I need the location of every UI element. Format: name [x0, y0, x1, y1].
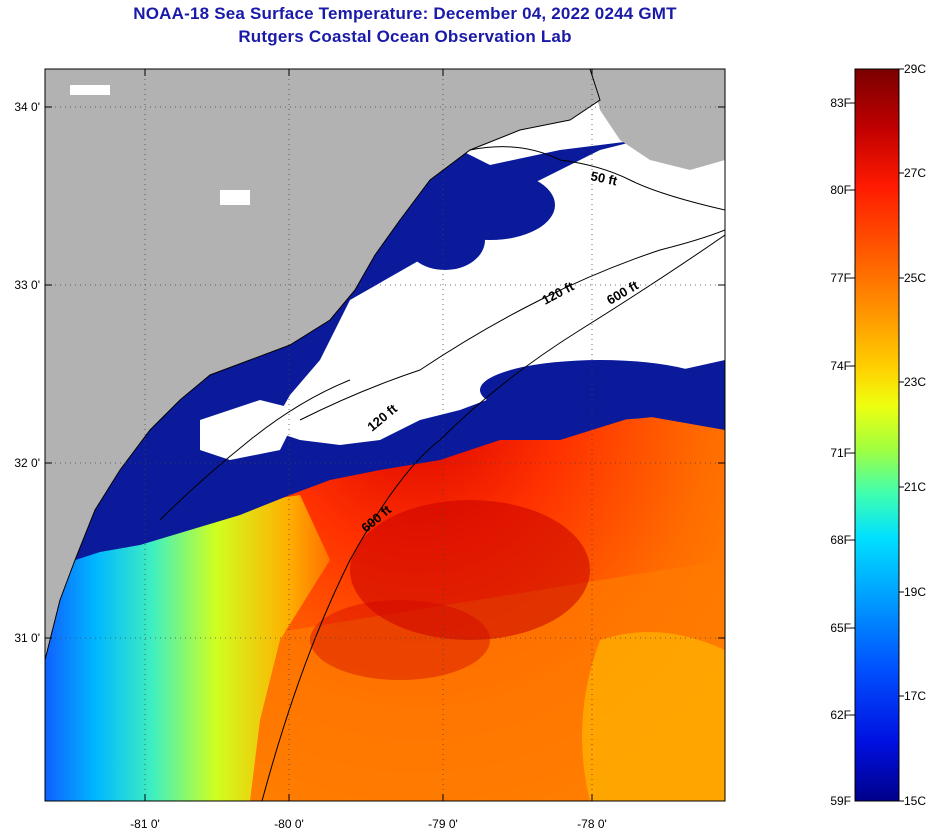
cold-patch-b	[405, 210, 485, 270]
colorbar-label-15c: 15C	[904, 794, 927, 808]
colorbar-label-25c: 25C	[904, 271, 927, 285]
warm-core-2	[310, 600, 490, 680]
lat-label-33: 33 0'	[14, 278, 40, 292]
colorbar-label-80f: 80F	[830, 183, 851, 197]
lon-label-80: -80 0'	[274, 817, 304, 831]
colorbar-label-68f: 68F	[830, 533, 851, 547]
land-speck	[70, 85, 110, 95]
colorbar-label-23c: 23C	[904, 375, 927, 389]
isobath-label-50ft: 50 ft	[589, 168, 619, 188]
warm-core	[350, 500, 590, 640]
cold-patch-d	[480, 360, 720, 420]
lat-label-32: 32 0'	[14, 456, 40, 470]
isobath-120ft	[299, 229, 725, 421]
map-ticks	[45, 69, 725, 801]
lon-label-81: -81 0'	[130, 817, 160, 831]
colorbar-label-27c: 27C	[904, 166, 927, 180]
colorbar-label-71f: 71F	[830, 446, 851, 460]
isobath-600ft	[261, 234, 725, 801]
colorbar-label-74f: 74F	[830, 359, 851, 373]
colorbar-label-65f: 65F	[830, 621, 851, 635]
yellow-patch-south	[582, 632, 725, 801]
lat-label-31: 31 0'	[14, 631, 40, 645]
land-mass-ne	[590, 69, 725, 170]
map-grid	[45, 69, 725, 801]
colorbar-label-29c: 29C	[904, 62, 927, 76]
isobath-50ft	[469, 146, 725, 211]
map-title: NOAA-18 Sea Surface Temperature: Decembe…	[133, 4, 677, 23]
shelf-water-region	[45, 495, 330, 801]
colorbar	[854, 68, 900, 802]
lon-label-78: -78 0'	[577, 817, 607, 831]
colorbar-label-77f: 77F	[830, 271, 851, 285]
map-frame	[44, 68, 726, 802]
isobath-120ft-south	[159, 379, 351, 521]
map-subtitle: Rutgers Coastal Ocean Observation Lab	[238, 27, 572, 46]
lon-label-79: -79 0'	[428, 817, 458, 831]
lat-label-34: 34 0'	[14, 100, 40, 114]
coastline	[45, 69, 601, 661]
colorbar-label-17c: 17C	[904, 689, 927, 703]
land-mass	[45, 69, 600, 660]
colorbar-label-21c: 21C	[904, 480, 927, 494]
colorbar-label-59f: 59F	[830, 794, 851, 808]
land-speck-2	[220, 190, 250, 205]
colorbar-label-83f: 83F	[830, 96, 851, 110]
colorbar-label-62f: 62F	[830, 708, 851, 722]
colorbar-label-19c: 19C	[904, 585, 927, 599]
colorbar-ticks	[850, 68, 904, 802]
cloud-mask-3	[200, 400, 300, 460]
